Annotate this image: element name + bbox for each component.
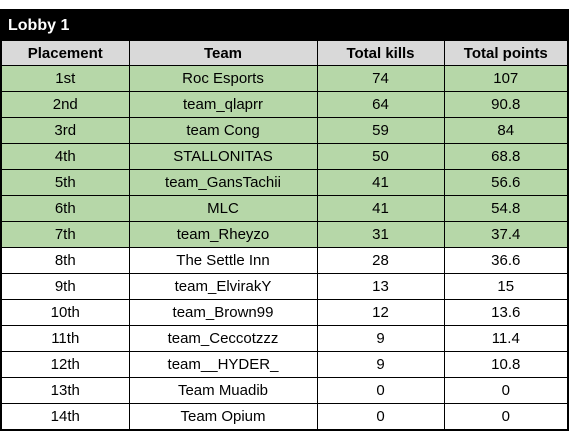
- table-row: 14th Team Opium 0 0: [2, 403, 567, 429]
- standings-table: Placement Team Total kills Total points …: [2, 40, 567, 429]
- team-cell: team Cong: [128, 117, 318, 144]
- kills-cell: 41: [316, 195, 445, 222]
- team-cell: team_Brown99: [128, 299, 318, 326]
- team-cell: Team Muadib: [128, 377, 318, 404]
- table-row: 7th team_Rheyzo 31 37.4: [2, 221, 567, 248]
- column-header-total-points: Total points: [443, 40, 567, 66]
- lobby-standings-table: Lobby 1 Placement Team Total kills Total…: [0, 9, 569, 431]
- points-cell: 0: [443, 377, 567, 404]
- points-cell: 15: [443, 273, 567, 300]
- team-cell: Roc Esports: [128, 65, 318, 92]
- team-cell: STALLONITAS: [128, 143, 318, 170]
- points-cell: 68.8: [443, 143, 567, 170]
- points-cell: 10.8: [443, 351, 567, 378]
- table-row: 4th STALLONITAS 50 68.8: [2, 143, 567, 170]
- placement-cell: 10th: [2, 299, 130, 326]
- table-header: Placement Team Total kills Total points: [2, 40, 567, 66]
- kills-cell: 28: [316, 247, 445, 274]
- placement-cell: 6th: [2, 195, 130, 222]
- column-header-team: Team: [128, 40, 318, 66]
- kills-cell: 74: [316, 65, 445, 92]
- placement-cell: 4th: [2, 143, 130, 170]
- kills-cell: 12: [316, 299, 445, 326]
- team-cell: team_Ceccotzzz: [128, 325, 318, 352]
- placement-cell: 9th: [2, 273, 130, 300]
- column-header-total-kills: Total kills: [316, 40, 445, 66]
- placement-cell: 11th: [2, 325, 130, 352]
- points-cell: 90.8: [443, 91, 567, 118]
- kills-cell: 13: [316, 273, 445, 300]
- table-row: 3rd team Cong 59 84: [2, 117, 567, 144]
- team-cell: MLC: [128, 195, 318, 222]
- column-header-placement: Placement: [2, 40, 130, 66]
- team-cell: team_Rheyzo: [128, 221, 318, 248]
- placement-cell: 3rd: [2, 117, 130, 144]
- placement-cell: 8th: [2, 247, 130, 274]
- table-row: 8th The Settle Inn 28 36.6: [2, 247, 567, 274]
- kills-cell: 41: [316, 169, 445, 196]
- table-row: 10th team_Brown99 12 13.6: [2, 299, 567, 326]
- team-cell: team_qlaprr: [128, 91, 318, 118]
- kills-cell: 0: [316, 377, 445, 404]
- points-cell: 107: [443, 65, 567, 92]
- table-row: 13th Team Muadib 0 0: [2, 377, 567, 404]
- table-row: 6th MLC 41 54.8: [2, 195, 567, 222]
- kills-cell: 9: [316, 351, 445, 378]
- team-cell: team_ElvirakY: [128, 273, 318, 300]
- lobby-title: Lobby 1: [2, 11, 567, 40]
- points-cell: 36.6: [443, 247, 567, 274]
- points-cell: 13.6: [443, 299, 567, 326]
- header-row: Placement Team Total kills Total points: [2, 40, 567, 66]
- points-cell: 0: [443, 403, 567, 429]
- team-cell: team_GansTachii: [128, 169, 318, 196]
- kills-cell: 9: [316, 325, 445, 352]
- kills-cell: 50: [316, 143, 445, 170]
- table-row: 2nd team_qlaprr 64 90.8: [2, 91, 567, 118]
- placement-cell: 14th: [2, 403, 130, 429]
- kills-cell: 59: [316, 117, 445, 144]
- points-cell: 37.4: [443, 221, 567, 248]
- points-cell: 56.6: [443, 169, 567, 196]
- table-body: 1st Roc Esports 74 107 2nd team_qlaprr 6…: [2, 65, 567, 429]
- table-row: 9th team_ElvirakY 13 15: [2, 273, 567, 300]
- points-cell: 11.4: [443, 325, 567, 352]
- team-cell: team__HYDER_: [128, 351, 318, 378]
- points-cell: 84: [443, 117, 567, 144]
- team-cell: Team Opium: [128, 403, 318, 429]
- table-row: 5th team_GansTachii 41 56.6: [2, 169, 567, 196]
- placement-cell: 5th: [2, 169, 130, 196]
- kills-cell: 31: [316, 221, 445, 248]
- points-cell: 54.8: [443, 195, 567, 222]
- table-row: 11th team_Ceccotzzz 9 11.4: [2, 325, 567, 352]
- placement-cell: 1st: [2, 65, 130, 92]
- team-cell: The Settle Inn: [128, 247, 318, 274]
- placement-cell: 12th: [2, 351, 130, 378]
- placement-cell: 2nd: [2, 91, 130, 118]
- placement-cell: 13th: [2, 377, 130, 404]
- placement-cell: 7th: [2, 221, 130, 248]
- kills-cell: 0: [316, 403, 445, 429]
- kills-cell: 64: [316, 91, 445, 118]
- table-row: 12th team__HYDER_ 9 10.8: [2, 351, 567, 378]
- table-row: 1st Roc Esports 74 107: [2, 65, 567, 92]
